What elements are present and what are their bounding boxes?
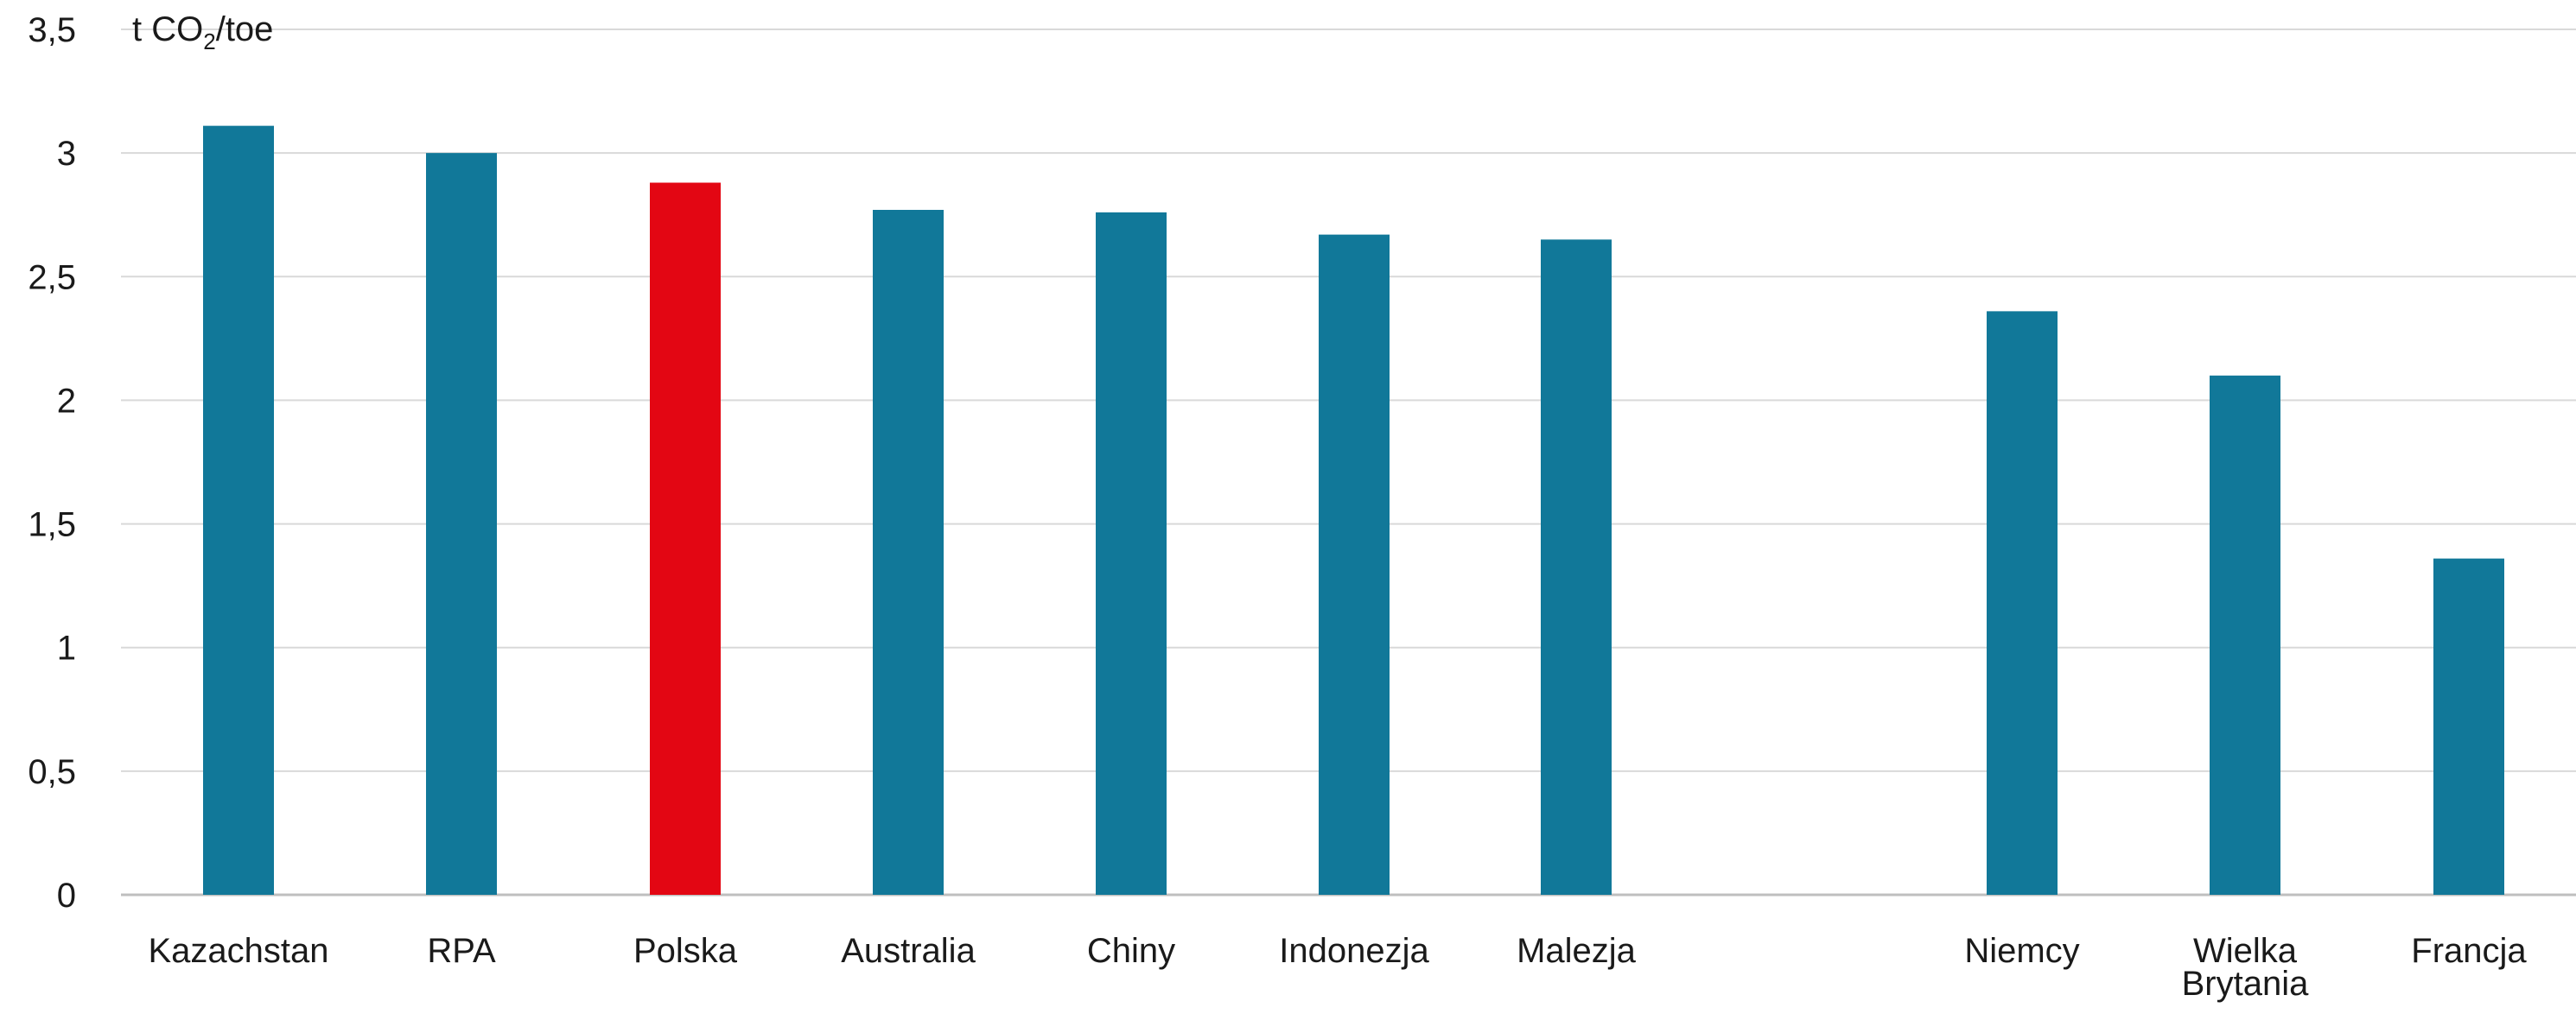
category-label-line: Francja: [2411, 932, 2527, 970]
bar: [2433, 558, 2504, 895]
y-tick-label: 3: [57, 135, 76, 173]
y-unit-prefix: t CO: [132, 10, 203, 48]
bars: [203, 125, 2504, 896]
category-label: RPA: [427, 932, 496, 970]
bar: [1541, 239, 1612, 895]
category-label: Wielka Brytania: [2182, 932, 2309, 1003]
category-label: Australia: [841, 932, 976, 970]
y-unit-suffix: /toe: [216, 10, 274, 48]
y-tick-label: 1: [57, 630, 76, 668]
category-label: Polska: [633, 932, 738, 970]
y-tick-label: 3,5: [28, 11, 76, 49]
category-label-line: Wielka: [2193, 932, 2298, 970]
category-label-line: Australia: [841, 932, 976, 970]
category-label: Kazachstan: [148, 932, 328, 970]
bar: [1096, 212, 1167, 895]
bar: [426, 153, 497, 896]
y-tick-label: 2,5: [28, 258, 76, 296]
category-label: Chiny: [1087, 932, 1175, 970]
y-tick-label: 0,5: [28, 753, 76, 791]
bar: [873, 209, 944, 895]
y-tick-label: 2: [57, 382, 76, 420]
category-label-line: Brytania: [2182, 965, 2309, 1003]
category-label-line: Niemcy: [1964, 932, 2079, 970]
category-label-line: Kazachstan: [148, 932, 328, 970]
category-label: Malezja: [1517, 932, 1637, 970]
category-label: Francja: [2411, 932, 2527, 970]
bar: [650, 182, 721, 896]
bar: [1319, 234, 1390, 895]
category-labels: Kazachstan RPA Polska Australia Chiny Indonez…: [148, 932, 2527, 1003]
y-unit-subscript: 2: [203, 29, 215, 54]
category-label-line: Chiny: [1087, 932, 1175, 970]
category-label-line: Indonezja: [1279, 932, 1429, 970]
y-tick-label: 1,5: [28, 506, 76, 544]
y-tick-label: 0: [57, 877, 76, 915]
y-tick-labels: 0 0,5 1 1,5 2 2,5 3 3,5: [28, 11, 76, 915]
category-label: Indonezja: [1279, 932, 1429, 970]
bar: [1987, 311, 2058, 895]
category-label-line: Polska: [633, 932, 738, 970]
category-label-line: Malezja: [1517, 932, 1637, 970]
y-unit-label: t CO2/toe: [132, 10, 273, 54]
bar: [2210, 375, 2280, 895]
category-label: Niemcy: [1964, 932, 2079, 970]
category-label-line: RPA: [427, 932, 496, 970]
bar: [203, 125, 274, 895]
